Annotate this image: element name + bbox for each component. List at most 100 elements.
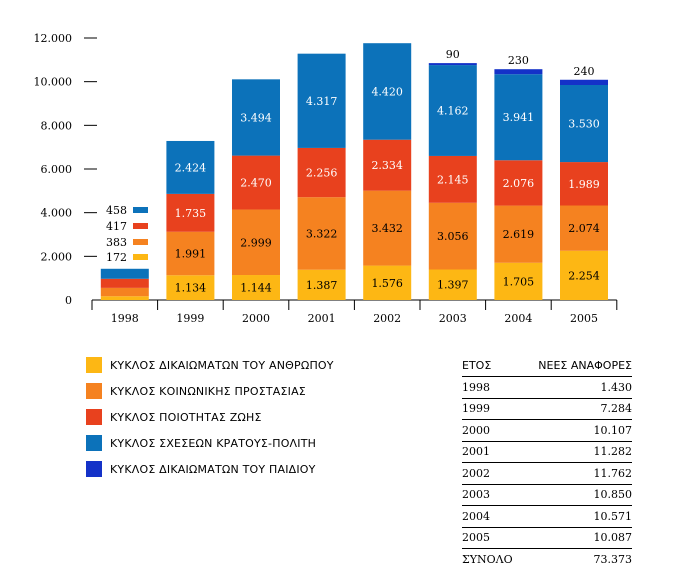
bar-segment	[428, 202, 477, 270]
data-label: 90	[446, 48, 460, 61]
x-tick-label: 2005	[570, 312, 598, 325]
table-cell-value: 1.430	[600, 380, 633, 394]
y-tick-label: 6.000	[41, 163, 73, 176]
bar-segment	[428, 155, 477, 203]
data-label: 2.254	[568, 269, 600, 282]
table-cell-value: 10.087	[593, 531, 633, 545]
table-cell-value: 11.762	[593, 466, 633, 480]
bar-segment	[494, 69, 543, 75]
table-row: 1998 1.430	[462, 377, 632, 399]
data-label: 1.387	[306, 279, 338, 292]
bar-segment	[560, 205, 608, 251]
legend-label: ΚΥΚΛΟΣ ΔΙΚΑΙΩΜΑΤΩΝ ΤΟΥ ΑΝΘΡΩΠΟΥ	[110, 358, 334, 372]
data-label: 3.530	[568, 118, 600, 131]
table-cell-year: 2003	[462, 488, 490, 502]
table-row: 2005 10.087	[462, 528, 633, 549]
data-label: 3.322	[306, 227, 338, 240]
data-label: 3.056	[437, 230, 469, 243]
table-cell-year: 1999	[462, 402, 490, 416]
legend-item: ΚΥΚΛΟΣ ΚΟΙΝΩΝΙΚΗΣ ΠΡΟΣΤΑΣΙΑΣ	[86, 378, 334, 404]
bar-segment	[494, 160, 543, 206]
data-label: 1.989	[568, 178, 600, 191]
table-cell-value: 10.571	[593, 509, 633, 523]
data-label: 1.134	[175, 282, 207, 295]
data-label: 240	[574, 65, 595, 78]
data-label: 2.999	[240, 236, 272, 249]
table-cell-value: 7.284	[600, 402, 633, 416]
table-cell-value: 73.373	[593, 552, 633, 566]
bar-segment	[166, 231, 215, 276]
data-label: 3.494	[240, 111, 272, 124]
bar-segment	[560, 85, 608, 163]
table-cell-value: 10.850	[593, 488, 633, 502]
table-row: 2003 10.850	[462, 485, 633, 506]
legend-swatch	[86, 383, 102, 399]
legend-label: ΚΥΚΛΟΣ ΚΟΙΝΩΝΙΚΗΣ ΠΡΟΣΤΑΣΙΑΣ	[110, 384, 306, 398]
bar-segment	[363, 265, 412, 300]
bar-segment	[232, 79, 280, 156]
bar-segment	[297, 147, 346, 198]
bar-segment	[494, 205, 543, 263]
bar-segment	[297, 53, 346, 148]
table-header: ΕΤΟΣ ΝΕΕΣ ΑΝΑΦΟΡΕΣ	[462, 354, 632, 377]
data-label: 4.420	[371, 85, 403, 98]
bar-segment	[494, 262, 543, 300]
data-label: 2.424	[175, 161, 207, 174]
y-tick-label: 2.000	[41, 250, 73, 263]
table-row: 2002 11.762	[462, 463, 632, 485]
bar-segment	[297, 269, 346, 300]
legend-swatch	[86, 435, 102, 451]
bar-segment	[428, 269, 477, 300]
table-cell-year: 1998	[462, 380, 490, 394]
y-tick-label: 4.000	[41, 207, 73, 220]
table-cell-value: 11.282	[593, 445, 633, 459]
data-label: 1.397	[437, 279, 469, 292]
data-label: 2.334	[371, 159, 403, 172]
table-row: 2004 10.571	[462, 506, 632, 528]
legend-label: ΚΥΚΛΟΣ ΔΙΚΑΙΩΜΑΤΩΝ ΤΟΥ ΠΑΙΔΙΟΥ	[110, 462, 316, 476]
legend-item: ΚΥΚΛΟΣ ΣΧΕΣΕΩΝ ΚΡΑΤΟΥΣ-ΠΟΛΙΤΗ	[86, 430, 334, 456]
bar-segment	[166, 140, 215, 194]
bar-segment	[363, 190, 412, 266]
bar-segment	[100, 268, 149, 279]
legend-swatch	[86, 409, 102, 425]
x-tick-label: 2002	[373, 312, 401, 325]
legend-swatch	[86, 461, 102, 477]
bar-segment	[363, 43, 412, 140]
table-cell-year: ΕΤΟΣ	[462, 358, 492, 372]
data-label: 1.144	[240, 282, 272, 295]
bar-segment	[494, 74, 543, 161]
legend: ΚΥΚΛΟΣ ΔΙΚΑΙΩΜΑΤΩΝ ΤΟΥ ΑΝΘΡΩΠΟΥ ΚΥΚΛΟΣ ΚΟ…	[86, 352, 334, 482]
bar-segment	[232, 209, 280, 276]
legend-item: ΚΥΚΛΟΣ ΠΟΙΟΤΗΤΑΣ ΖΩΗΣ	[86, 404, 334, 430]
table-cell-year: 2005	[462, 531, 490, 545]
data-label: 1.705	[503, 275, 535, 288]
legend-item: ΚΥΚΛΟΣ ΔΙΚΑΙΩΜΑΤΩΝ ΤΟΥ ΑΝΘΡΩΠΟΥ	[86, 352, 334, 378]
y-tick-label: 0	[65, 294, 72, 307]
bar-segment	[363, 139, 412, 191]
data-label: 3.941	[503, 111, 535, 124]
bar-segment	[297, 197, 346, 270]
data-label: 458	[106, 204, 127, 217]
bar-segment	[560, 162, 608, 206]
legend-swatch	[86, 357, 102, 373]
table-cell-year: 2004	[462, 509, 490, 523]
table-cell-year: 2002	[462, 466, 490, 480]
x-tick-label: 2003	[439, 312, 467, 325]
label-key	[133, 239, 148, 245]
stacked-bar-chart: 0 2.000 4.000 6.000 8.000 10.000 12.000 1998 199…	[34, 32, 618, 325]
table-row: 1999 7.284	[462, 399, 633, 420]
x-tick-label: 2001	[308, 312, 336, 325]
table-cell-year: 2000	[462, 423, 490, 437]
legend-label: ΚΥΚΛΟΣ ΣΧΕΣΕΩΝ ΚΡΑΤΟΥΣ-ΠΟΛΙΤΗ	[110, 436, 317, 450]
bar-segment	[560, 250, 608, 300]
bar-segment	[166, 275, 215, 300]
data-label: 3.432	[371, 222, 403, 235]
data-label: 2.256	[306, 167, 338, 180]
data-label: 2.074	[568, 222, 600, 235]
y-tick-label: 12.000	[34, 32, 73, 45]
x-tick-label: 1998	[111, 312, 139, 325]
bar-segment	[232, 275, 280, 300]
table-row: 2000 10.107	[462, 420, 632, 442]
table-cell-year: ΣΥΝΟΛΟ	[462, 552, 513, 566]
